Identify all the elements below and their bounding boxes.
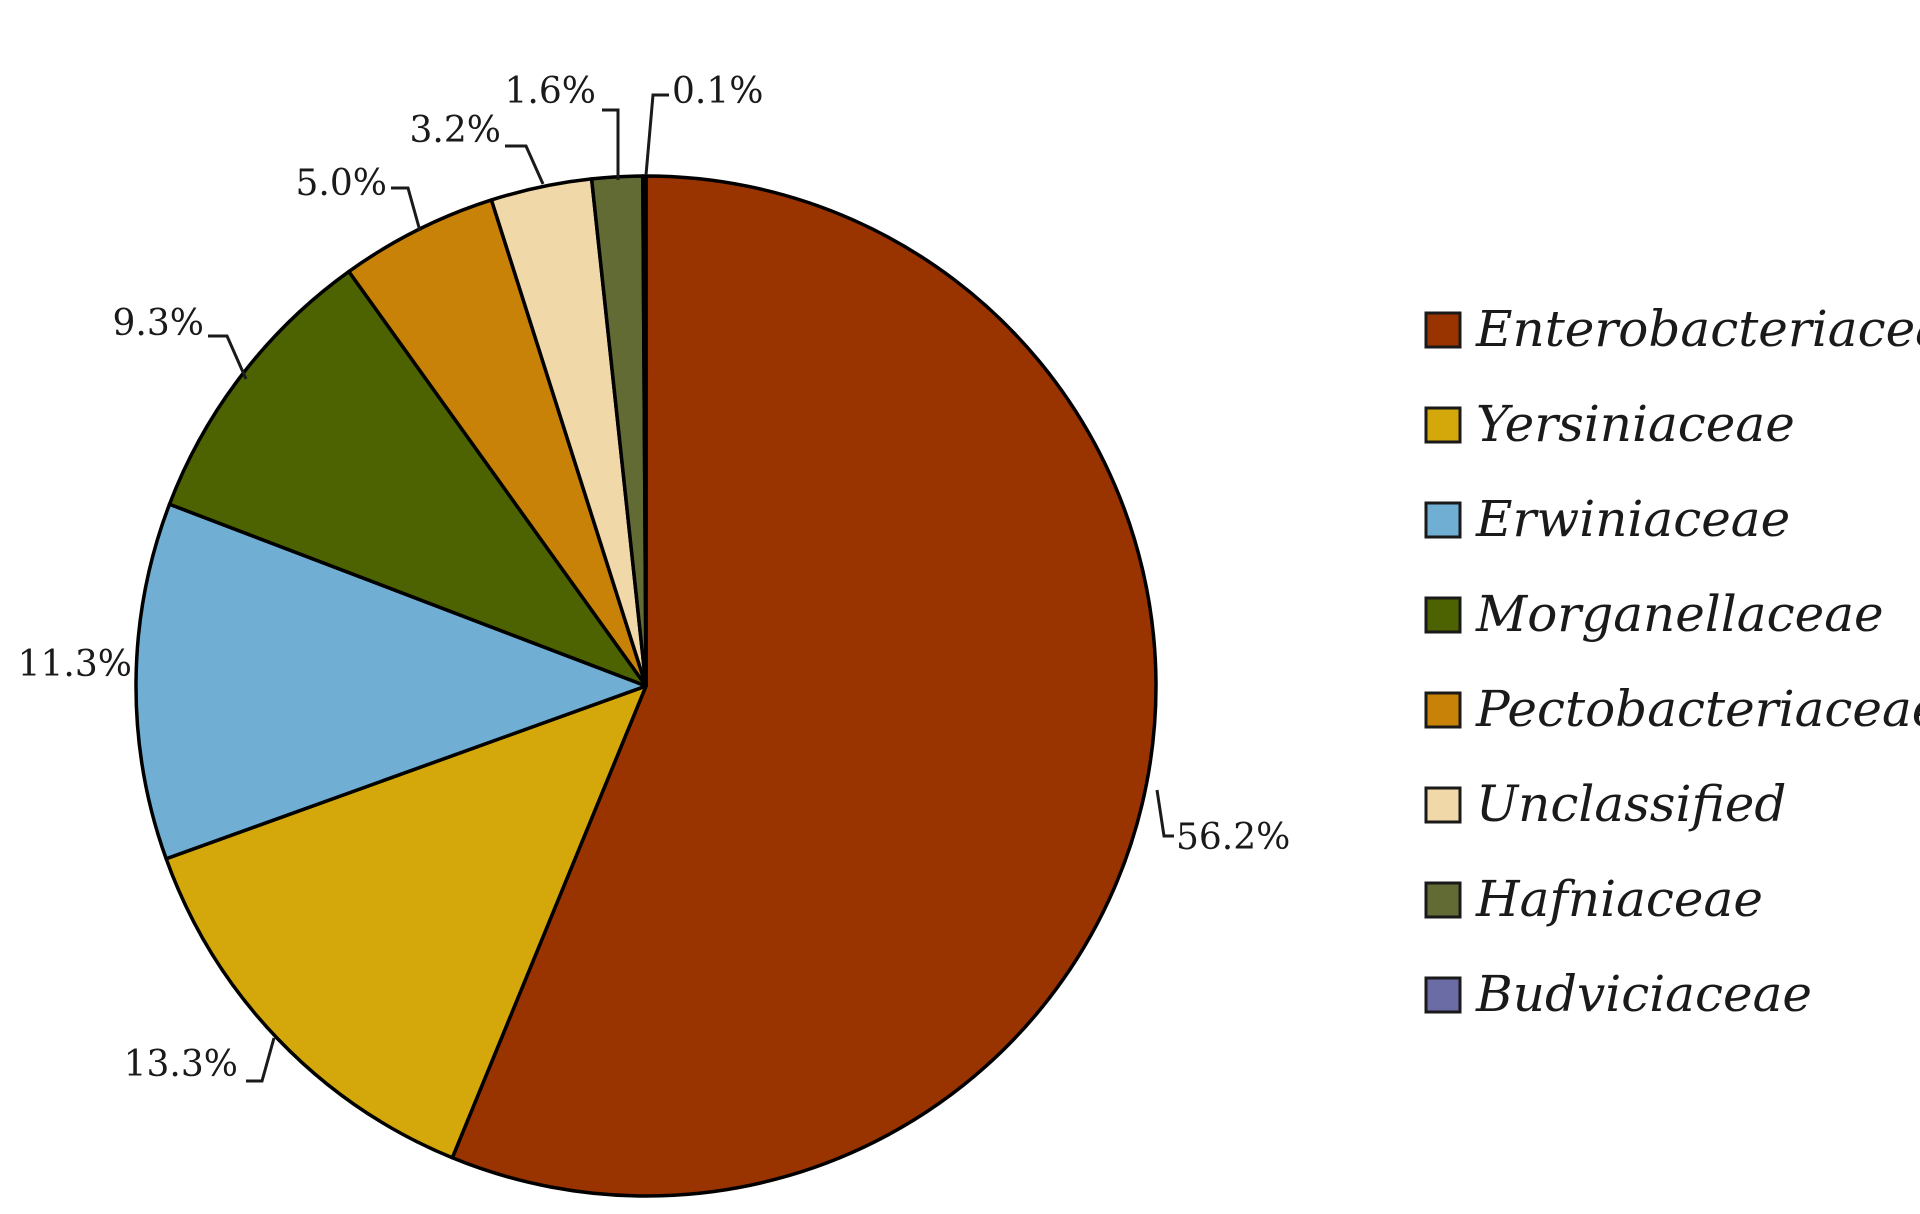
pie-slice-pectobacteriaceae (347, 198, 648, 688)
slice-labels: 56.2% 13.3% 11.3% 9.3% 5.0% 3.2%1.6% 0.1% (18, 71, 1291, 1085)
legend-item-erwiniaceae: Erwiniaceae (1424, 490, 1790, 548)
legend-label-erwiniaceae: Erwiniaceae (1475, 490, 1790, 548)
legend-item-enterobacteriaceae: Enterobacteriaceae (1424, 300, 1920, 358)
legend-label-unclassified: Unclassified (1476, 775, 1786, 833)
pie-slice-enterobacteriaceae (450, 174, 1158, 1198)
leader-line-yersiniaceae (246, 1037, 276, 1083)
legend-swatch-unclassified (1424, 786, 1462, 824)
leader-line-unclassified (505, 144, 545, 185)
legend-label-yersiniaceae: Yersiniaceae (1476, 395, 1795, 453)
legend-item-hafniaceae: Hafniaceae (1424, 870, 1763, 928)
legend-swatch-erwiniaceae (1424, 501, 1462, 539)
pie-slice-budviciaceae (641, 174, 648, 688)
legend-label-morganellaceae: Morganellaceae (1475, 585, 1884, 643)
pie-slice-erwiniaceae (134, 502, 648, 861)
pie-slices (134, 174, 1158, 1198)
slice-label-enterobacteriaceae: 56.2% (1176, 817, 1290, 858)
legend-label-budviciaceae: Budviciaceae (1475, 965, 1812, 1023)
leader-line-morganellaceae (208, 334, 248, 380)
legend-swatch-yersiniaceae (1424, 406, 1462, 444)
slice-label-hafniaceae: 1.6% (505, 71, 596, 112)
legend-swatch-budviciaceae (1424, 976, 1462, 1014)
legend-item-pectobacteriaceae: Pectobacteriaceae (1424, 680, 1920, 738)
legend-swatch-morganellaceae (1424, 596, 1462, 634)
leader-line-budviciaceae (644, 93, 669, 176)
slice-label-pectobacteriaceae: 5.0% (296, 163, 387, 204)
pie-slice-yersiniaceae (164, 684, 648, 1160)
legend-label-enterobacteriaceae: Enterobacteriaceae (1475, 300, 1920, 358)
leader-line-enterobacteriaceae (1155, 789, 1174, 838)
legend-label-hafniaceae: Hafniaceae (1475, 870, 1763, 928)
slice-label-yersiniaceae: 13.3% (124, 1044, 238, 1085)
legend-item-yersiniaceae: Yersiniaceae (1424, 395, 1795, 453)
legend-swatch-enterobacteriaceae (1424, 311, 1462, 349)
legend-item-budviciaceae: Budviciaceae (1424, 965, 1812, 1023)
slice-label-morganellaceae: 9.3% (113, 303, 204, 344)
legend-item-morganellaceae: Morganellaceae (1424, 585, 1884, 643)
slice-label-erwiniaceae: 11.3% (18, 644, 132, 685)
legend-label-pectobacteriaceae: Pectobacteriaceae (1475, 680, 1920, 738)
leader-line-hafniaceae (602, 108, 620, 180)
pie-slice-morganellaceae (167, 269, 648, 688)
leader-lines (208, 93, 1174, 1083)
legend-swatch-hafniaceae (1424, 881, 1462, 919)
leader-line-pectobacteriaceae (391, 186, 422, 232)
legend: Enterobacteriaceae Yersiniaceae Erwiniacea… (1424, 300, 1920, 1023)
legend-item-unclassified: Unclassified (1424, 775, 1786, 833)
slice-label-unclassified: 3.2% (410, 110, 501, 151)
slice-label-budviciaceae: 0.1% (672, 71, 763, 112)
legend-swatch-pectobacteriaceae (1424, 691, 1462, 729)
